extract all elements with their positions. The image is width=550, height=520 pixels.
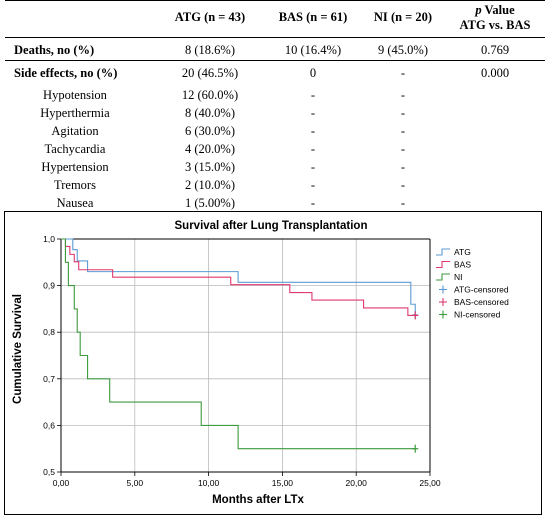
y-tick-label: 0,5 bbox=[43, 467, 55, 477]
header-p-symbol: p bbox=[475, 3, 482, 17]
header-atg-label: ATG bbox=[174, 10, 201, 24]
row-atg: 4 (20.0%) bbox=[185, 142, 235, 156]
row-bas: - bbox=[310, 178, 316, 192]
row-atg: 8 (40.0%) bbox=[185, 106, 235, 120]
bas-survival-curve bbox=[61, 238, 416, 316]
row-label: Nausea bbox=[56, 196, 94, 210]
row-bas: - bbox=[310, 160, 316, 174]
row-p: 0.769 bbox=[480, 43, 510, 57]
x-tick-label: 15,00 bbox=[272, 478, 294, 488]
row-atg: 20 (46.5%) bbox=[181, 66, 239, 80]
chart-title: Survival after Lung Transplantation bbox=[175, 220, 368, 232]
y-tick-label: 0,7 bbox=[43, 374, 55, 384]
row-label: Hypertension bbox=[41, 160, 109, 174]
legend-swatch bbox=[436, 273, 450, 281]
legend-label: ATG bbox=[454, 247, 471, 257]
row-label: Side effects, no (%) bbox=[14, 66, 118, 80]
ni-survival-curve bbox=[61, 238, 416, 450]
row-atg: 6 (30.0%) bbox=[185, 124, 235, 138]
header-bas: BAS (n = 61) bbox=[262, 10, 364, 24]
header-atg: ATG (n = 43) bbox=[150, 10, 270, 24]
row-ni: - bbox=[400, 106, 406, 120]
row-atg: 12 (60.0%) bbox=[181, 88, 239, 102]
x-tick-label: 10,00 bbox=[198, 478, 220, 488]
row-bas: 0 bbox=[309, 66, 317, 80]
legend-label: NI-censored bbox=[454, 310, 501, 320]
row-label: Deaths, no (%) bbox=[14, 43, 95, 57]
table-row-rule bbox=[5, 60, 545, 61]
axes bbox=[57, 238, 431, 476]
row-ni: - bbox=[400, 178, 406, 192]
row-bas: - bbox=[310, 142, 316, 156]
row-ni: - bbox=[400, 196, 406, 210]
row-atg: 1 (5.00%) bbox=[185, 196, 235, 210]
table-header-rule bbox=[5, 37, 545, 38]
header-p-line2: ATG vs. BAS bbox=[459, 18, 531, 32]
series-group bbox=[61, 238, 419, 453]
survival-chart-frame: Survival after Lung Transplantation Cumu… bbox=[4, 211, 542, 515]
x-tick-label: 20,00 bbox=[346, 478, 368, 488]
row-ni: - bbox=[400, 142, 406, 156]
row-bas: - bbox=[310, 196, 316, 210]
legend: ATG BAS NI ATG-censored BAS-censored NI-censo… bbox=[436, 247, 509, 320]
y-tick-label: 0,8 bbox=[43, 327, 55, 337]
row-bas: 10 (16.4%) bbox=[284, 43, 342, 57]
y-tick-label: 0,6 bbox=[43, 420, 55, 430]
atg-survival-curve bbox=[61, 238, 416, 315]
legend-swatch bbox=[436, 260, 450, 269]
row-atg: 2 (10.0%) bbox=[185, 178, 235, 192]
legend-label: BAS-censored bbox=[454, 297, 509, 307]
table-top-rule bbox=[5, 0, 545, 1]
header-ni-n: (n = 20) bbox=[390, 10, 433, 24]
legend-label: NI bbox=[454, 272, 463, 282]
header-bas-label: BAS bbox=[278, 10, 304, 24]
header-ni-label: NI bbox=[373, 10, 388, 24]
y-axis-label: Cumulative Survival bbox=[12, 294, 24, 404]
x-tick-label: 5,00 bbox=[127, 478, 144, 488]
legend-label: ATG-censored bbox=[454, 285, 509, 295]
row-ni: 9 (45.0%) bbox=[378, 43, 428, 57]
row-bas: - bbox=[310, 106, 316, 120]
y-tick-label: 1,0 bbox=[43, 234, 55, 244]
tick-labels: 0,00 5,00 10,00 15,00 20,00 25,00 0,5 0,6 0,7 0,8… bbox=[43, 234, 441, 488]
header-p-value-word: Value bbox=[481, 3, 515, 17]
survival-chart: Survival after Lung Transplantation Cumu… bbox=[12, 220, 509, 506]
header-ni: NI (n = 20) bbox=[356, 10, 450, 24]
row-ni: - bbox=[400, 124, 406, 138]
row-bas: - bbox=[310, 124, 316, 138]
header-p-line1: p Value bbox=[440, 3, 550, 17]
row-label: Tachycardia bbox=[44, 142, 106, 156]
row-atg: 3 (15.0%) bbox=[185, 160, 235, 174]
header-bas-n: (n = 61) bbox=[306, 10, 348, 24]
row-bas: - bbox=[310, 88, 316, 102]
row-label: Agitation bbox=[51, 124, 99, 138]
x-tick-label: 25,00 bbox=[419, 478, 441, 488]
row-label: Tremors bbox=[54, 178, 96, 192]
grid bbox=[61, 238, 431, 473]
row-label: Hypotension bbox=[43, 88, 107, 102]
row-label: Hyperthermia bbox=[40, 106, 110, 120]
y-tick-label: 0,9 bbox=[43, 281, 55, 291]
row-atg: 8 (18.6%) bbox=[185, 43, 235, 57]
row-p: 0.000 bbox=[480, 66, 510, 80]
row-ni: - bbox=[400, 88, 406, 102]
legend-label: BAS bbox=[454, 260, 471, 270]
x-tick-label: 0,00 bbox=[53, 478, 70, 488]
header-atg-n: (n = 43) bbox=[204, 10, 246, 24]
legend-swatch bbox=[436, 248, 450, 256]
row-ni: - bbox=[400, 160, 406, 174]
row-ni: - bbox=[400, 66, 406, 80]
x-axis-label: Months after LTx bbox=[212, 494, 304, 506]
